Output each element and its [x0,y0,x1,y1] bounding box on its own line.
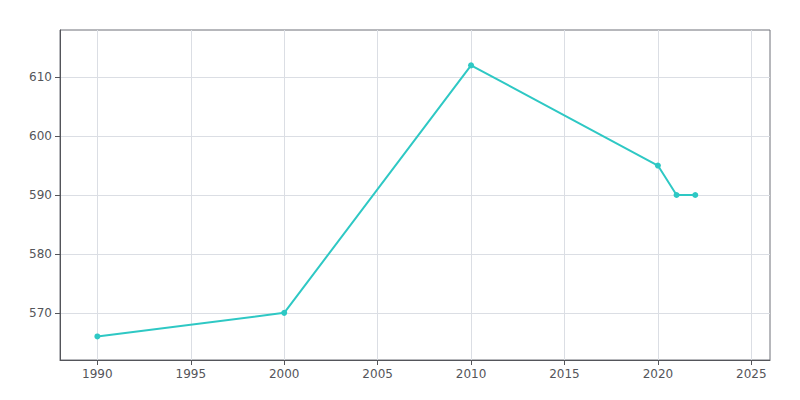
svg-text:610: 610 [29,70,52,84]
svg-text:2015: 2015 [549,367,580,381]
svg-text:570: 570 [29,306,52,320]
svg-text:2000: 2000 [269,367,300,381]
svg-text:600: 600 [29,129,52,143]
svg-text:2025: 2025 [736,367,767,381]
svg-text:590: 590 [29,188,52,202]
svg-text:2020: 2020 [643,367,674,381]
svg-text:2005: 2005 [362,367,393,381]
svg-text:2010: 2010 [456,367,487,381]
svg-text:580: 580 [29,247,52,261]
svg-text:1995: 1995 [176,367,207,381]
svg-text:1990: 1990 [82,367,113,381]
